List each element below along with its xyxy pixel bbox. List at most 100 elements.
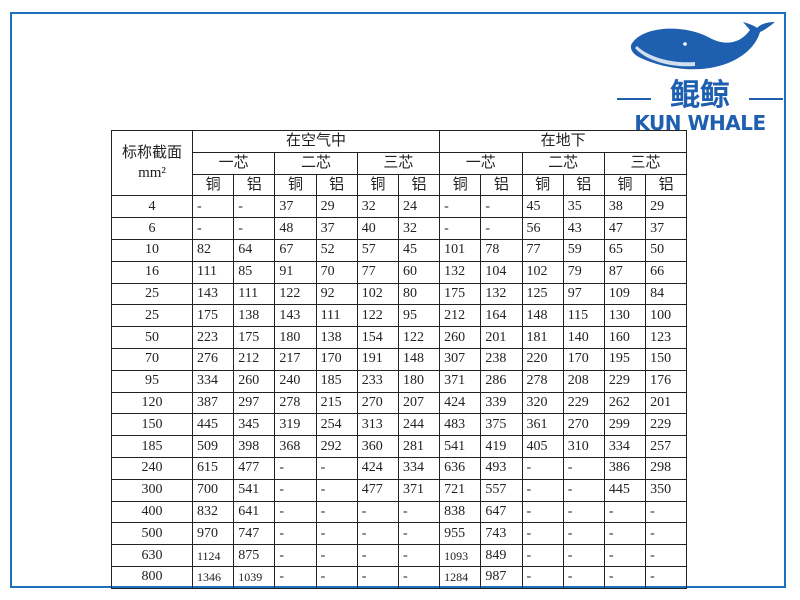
value-cell: -	[274, 522, 317, 546]
value-cell: -	[356, 565, 399, 589]
header-row-cores: 一芯 二芯 三芯 一芯 二芯 三芯	[112, 151, 688, 175]
section-cell: 25	[111, 304, 193, 328]
value-cell: -	[397, 565, 441, 589]
section-cell: 300	[111, 478, 193, 502]
section-header: 标称截面 mm²	[111, 129, 193, 197]
value-cell: 955	[439, 522, 482, 546]
value-cell: 217	[274, 347, 317, 371]
value-cell: -	[315, 522, 358, 546]
value-cell: 387	[191, 391, 235, 415]
value-cell: 180	[397, 369, 441, 393]
value-cell: 875	[233, 544, 276, 567]
value-cell: 987	[480, 565, 523, 589]
value-cell: 122	[356, 304, 399, 328]
value-cell: 299	[603, 413, 647, 437]
value-cell: 398	[233, 435, 276, 458]
value-cell: 123	[645, 326, 688, 349]
section-cell: 400	[111, 500, 193, 524]
value-cell: 47	[603, 217, 647, 240]
table-row: 4- -37 29 32 24- -45 35 38 29	[111, 195, 688, 219]
material-header: 铜	[274, 173, 317, 197]
value-cell: -	[439, 195, 482, 219]
value-cell: 445	[191, 413, 235, 437]
value-cell: 647	[480, 500, 523, 524]
value-cell: 95	[397, 304, 441, 328]
value-cell: 37	[645, 217, 688, 240]
value-cell: 424	[356, 456, 399, 480]
value-cell: 345	[233, 413, 276, 437]
value-cell: 52	[315, 238, 358, 262]
current-capacity-table: 标称截面 mm² 在空气中 在地下 一芯 二芯 三芯 一芯 二芯 三芯铜铝铜铝铜铝铜铝铜铝铜铝 4-…	[111, 129, 688, 589]
value-cell: 270	[562, 413, 605, 437]
whale-icon	[630, 22, 775, 70]
value-cell: 56	[521, 217, 564, 240]
value-cell: 78	[480, 238, 523, 262]
value-cell: -	[645, 522, 688, 546]
value-cell: 148	[397, 347, 441, 371]
section-label: 标称截面	[121, 145, 182, 162]
value-cell: -	[562, 565, 605, 589]
value-cell: -	[480, 217, 523, 240]
value-cell: 201	[645, 391, 688, 415]
value-cell: 262	[603, 391, 647, 415]
value-cell: -	[315, 478, 358, 502]
value-cell: -	[480, 195, 523, 219]
table-row: 50 223 175 180 138 154 122 260 201 181 140 160 123	[111, 326, 688, 349]
section-cell: 630	[111, 544, 193, 567]
value-cell: 260	[233, 369, 276, 393]
value-cell: -	[274, 500, 317, 524]
material-header: 铜	[439, 173, 482, 197]
core-header: 二芯	[521, 151, 605, 175]
value-cell: 292	[315, 435, 358, 458]
value-cell: 310	[562, 435, 605, 458]
section-cell: 70	[111, 347, 193, 371]
section-cell: 120	[111, 391, 193, 415]
value-cell: -	[645, 544, 688, 567]
value-cell: 1124	[191, 544, 235, 567]
value-cell: -	[356, 500, 399, 524]
value-cell: 132	[439, 260, 482, 284]
value-cell: 109	[603, 282, 647, 306]
value-cell: 175	[439, 282, 482, 306]
value-cell: 477	[233, 456, 276, 480]
value-cell: 115	[562, 304, 605, 328]
value-cell: -	[315, 500, 358, 524]
value-cell: 233	[356, 369, 399, 393]
value-cell: 320	[521, 391, 564, 415]
value-cell: 477	[356, 478, 399, 502]
table-row: 95 334 260 240 185 233 180 371 286 278 208 229 176	[111, 369, 688, 393]
value-cell: -	[562, 522, 605, 546]
value-cell: 557	[480, 478, 523, 502]
section-cell: 50	[111, 326, 193, 349]
value-cell: 138	[233, 304, 276, 328]
value-cell: 45	[397, 238, 441, 262]
value-cell: 148	[521, 304, 564, 328]
table-row: 400 832 641- - - -838 647- - - -	[111, 500, 688, 524]
value-cell: 334	[397, 456, 441, 480]
value-cell: 85	[233, 260, 276, 284]
value-cell: 743	[480, 522, 523, 546]
value-cell: 849	[480, 544, 523, 567]
section-cell: 4	[111, 195, 193, 219]
value-cell: 721	[439, 478, 482, 502]
value-cell: 143	[274, 304, 317, 328]
table-row: 630 1124 875- - - -1093 849- - - -	[111, 544, 688, 567]
value-cell: 59	[562, 238, 605, 262]
value-cell: 92	[315, 282, 358, 306]
value-cell: -	[603, 522, 647, 546]
material-header: 铝	[315, 173, 358, 197]
value-cell: 77	[356, 260, 399, 284]
value-cell: 50	[645, 238, 688, 262]
value-cell: 215	[315, 391, 358, 415]
material-header: 铜	[521, 173, 564, 197]
value-cell: 636	[439, 456, 482, 480]
value-cell: 65	[603, 238, 647, 262]
core-header: 一芯	[191, 151, 276, 175]
value-cell: 84	[645, 282, 688, 306]
value-cell: 164	[480, 304, 523, 328]
table-row: 6- -48 37 40 32- -56 43 47 37	[111, 217, 688, 240]
value-cell: 313	[356, 413, 399, 437]
value-cell: 371	[439, 369, 482, 393]
group-header: 在地下	[439, 130, 688, 153]
value-cell: 278	[274, 391, 317, 415]
